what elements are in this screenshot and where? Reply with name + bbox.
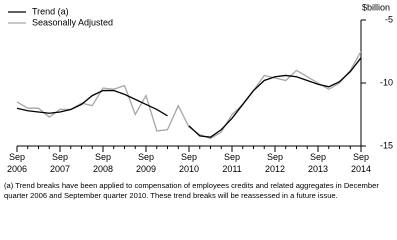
x-tick-label: Sep 2006 bbox=[7, 152, 27, 174]
page: {"chart_data": { "type": "line", "y_labe… bbox=[4, 2, 393, 200]
y-tick-label: -10 bbox=[380, 77, 393, 87]
x-tick-label: Sep 2012 bbox=[265, 152, 285, 174]
y-axis-label: $billion bbox=[362, 2, 390, 12]
x-tick-label: Sep 2010 bbox=[179, 152, 199, 174]
x-tick-label: Sep 2008 bbox=[93, 152, 113, 174]
series-line bbox=[16, 51, 362, 140]
series-line bbox=[16, 57, 362, 138]
legend-label: Seasonally Adjusted bbox=[32, 17, 113, 27]
x-tick-label: Sep 2011 bbox=[222, 152, 241, 174]
footnote: (a) Trend breaks have been applied to co… bbox=[4, 181, 379, 200]
legend-label: Trend (a) bbox=[32, 6, 69, 16]
x-tick-label: Sep 2007 bbox=[50, 152, 70, 174]
x-tick-label: Sep 2009 bbox=[136, 152, 156, 174]
x-tick-label: Sep 2014 bbox=[351, 152, 371, 174]
chart: $billion -15 -10 -5 Sep 2006 Sep 2007 Sep 2008 Se… bbox=[7, 2, 393, 174]
y-tick-label: -5 bbox=[385, 14, 393, 24]
y-tick-label: -15 bbox=[380, 140, 393, 150]
x-tick-label: Sep 2013 bbox=[308, 152, 328, 174]
